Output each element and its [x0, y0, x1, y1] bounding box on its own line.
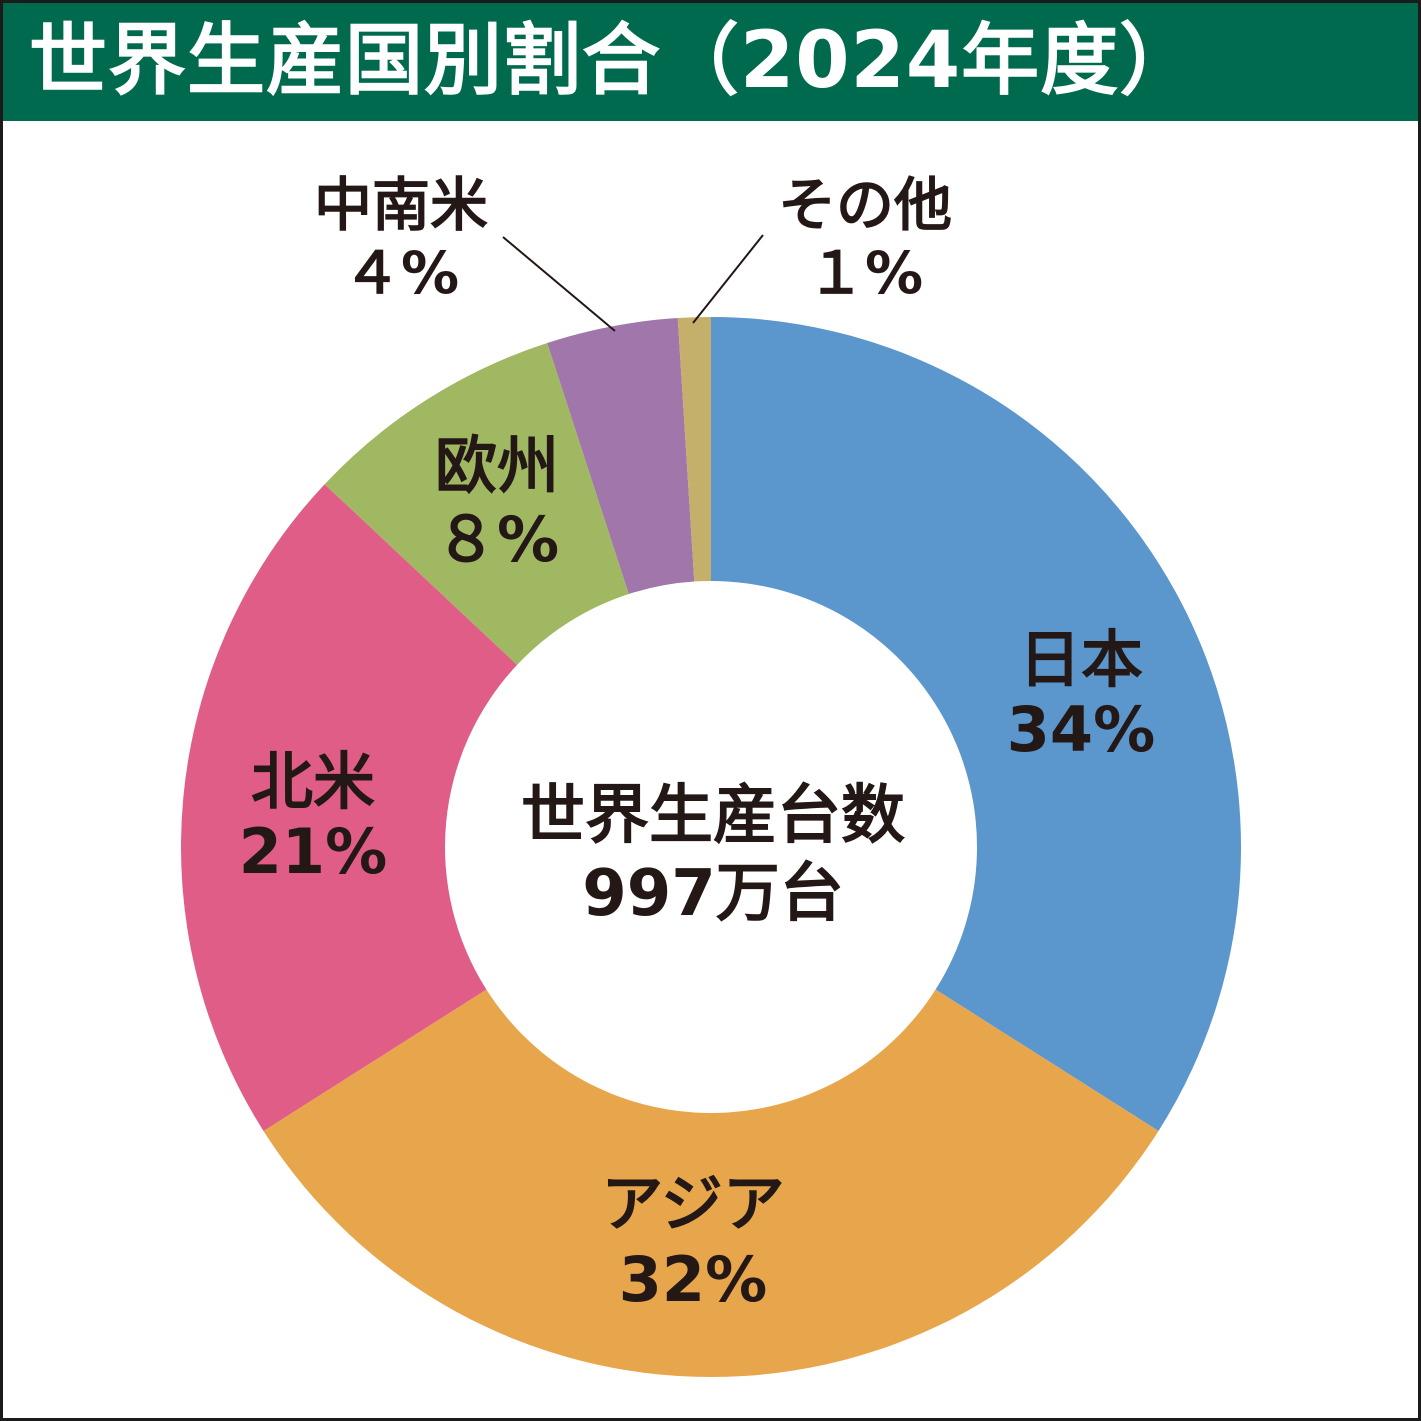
slice-value-label-3: 21%: [239, 815, 387, 888]
title-bar: 世界生産国別割合（2024年度）: [3, 3, 1418, 121]
slice-value-label-2: 32%: [619, 1243, 767, 1316]
leader-line-6: [692, 234, 764, 324]
slice-category-label-3: 北米: [251, 745, 375, 818]
slice-3: [180, 484, 518, 1131]
slice-value-label-5: ４%: [343, 239, 459, 307]
slice-6: [677, 317, 711, 582]
slice-2: [263, 989, 1159, 1378]
slice-4: [324, 342, 629, 665]
slice-value-label-4: ８%: [435, 503, 559, 576]
slice-category-label-4: 欧州: [435, 429, 559, 502]
slice-1: [711, 317, 1242, 1131]
slice-category-label-5: 中南米: [314, 171, 488, 239]
leader-lines-group: [502, 234, 764, 332]
slice-category-label-1: 日本: [1019, 623, 1143, 696]
slice-category-label-2: アジア: [601, 1167, 785, 1240]
slice-value-label-6: １%: [807, 239, 923, 307]
slice-category-label-6: その他: [778, 171, 952, 239]
leader-line-5: [502, 236, 616, 332]
slices-group: [180, 317, 1242, 1378]
slice-5: [547, 318, 695, 595]
center-label-line2: 997万台: [582, 857, 844, 931]
slice-value-label-1: 34%: [1007, 693, 1155, 766]
center-label-line1: 世界生産台数: [521, 779, 905, 853]
chart-title: 世界生産国別割合（2024年度）: [29, 16, 1199, 106]
